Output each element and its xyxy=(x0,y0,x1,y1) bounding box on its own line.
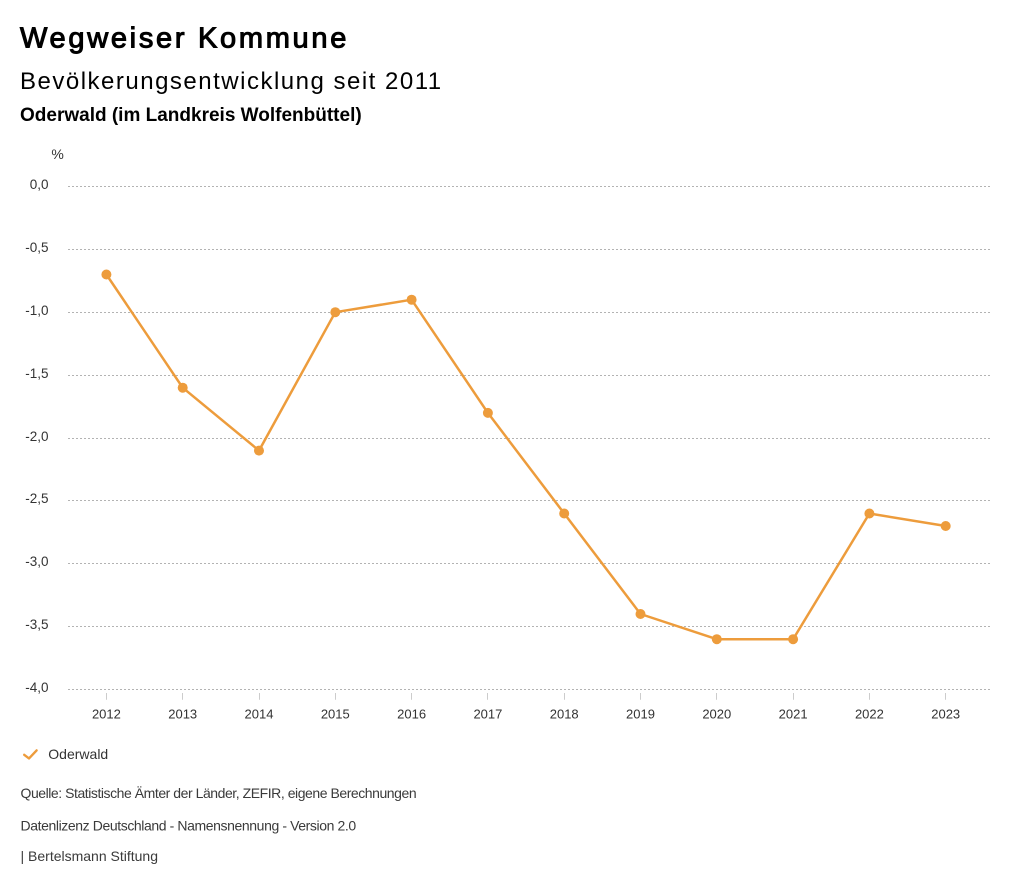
svg-text:2021: 2021 xyxy=(779,706,808,721)
svg-text:2018: 2018 xyxy=(550,706,579,721)
svg-text:2013: 2013 xyxy=(168,706,197,721)
svg-text:-1,5: -1,5 xyxy=(25,366,48,381)
svg-text:-4,0: -4,0 xyxy=(25,680,48,695)
svg-text:-2,5: -2,5 xyxy=(25,491,48,506)
svg-text:2015: 2015 xyxy=(321,706,350,721)
svg-text:%: % xyxy=(51,146,63,162)
svg-text:| Bertelsmann Stiftung: | Bertelsmann Stiftung xyxy=(21,848,158,864)
svg-text:2012: 2012 xyxy=(92,706,121,721)
svg-text:Bevölkerungsentwicklung seit 2: Bevölkerungsentwicklung seit 2011 xyxy=(20,68,443,95)
svg-text:Quelle: Statistische Ämter der: Quelle: Statistische Ämter der Länder, Z… xyxy=(21,785,417,801)
svg-text:-3,0: -3,0 xyxy=(25,554,48,569)
svg-text:Oderwald: Oderwald xyxy=(48,746,108,762)
svg-text:2022: 2022 xyxy=(855,706,884,721)
svg-text:-1,0: -1,0 xyxy=(25,303,48,318)
svg-text:0,0: 0,0 xyxy=(30,177,49,192)
svg-text:2017: 2017 xyxy=(473,706,502,721)
svg-text:2019: 2019 xyxy=(626,706,655,721)
svg-text:-2,0: -2,0 xyxy=(25,429,48,444)
svg-text:Wegweiser Kommune: Wegweiser Kommune xyxy=(20,23,349,55)
svg-text:2023: 2023 xyxy=(931,706,960,721)
svg-text:-0,5: -0,5 xyxy=(25,240,48,255)
svg-text:2016: 2016 xyxy=(397,706,426,721)
svg-text:2020: 2020 xyxy=(702,706,731,721)
svg-text:Datenlizenz Deutschland - Name: Datenlizenz Deutschland - Namensnennung … xyxy=(21,818,357,834)
svg-text:-3,5: -3,5 xyxy=(25,617,48,632)
svg-text:Oderwald (im Landkreis Wolfenb: Oderwald (im Landkreis Wolfenbüttel) xyxy=(20,105,362,126)
svg-text:2014: 2014 xyxy=(245,706,274,721)
